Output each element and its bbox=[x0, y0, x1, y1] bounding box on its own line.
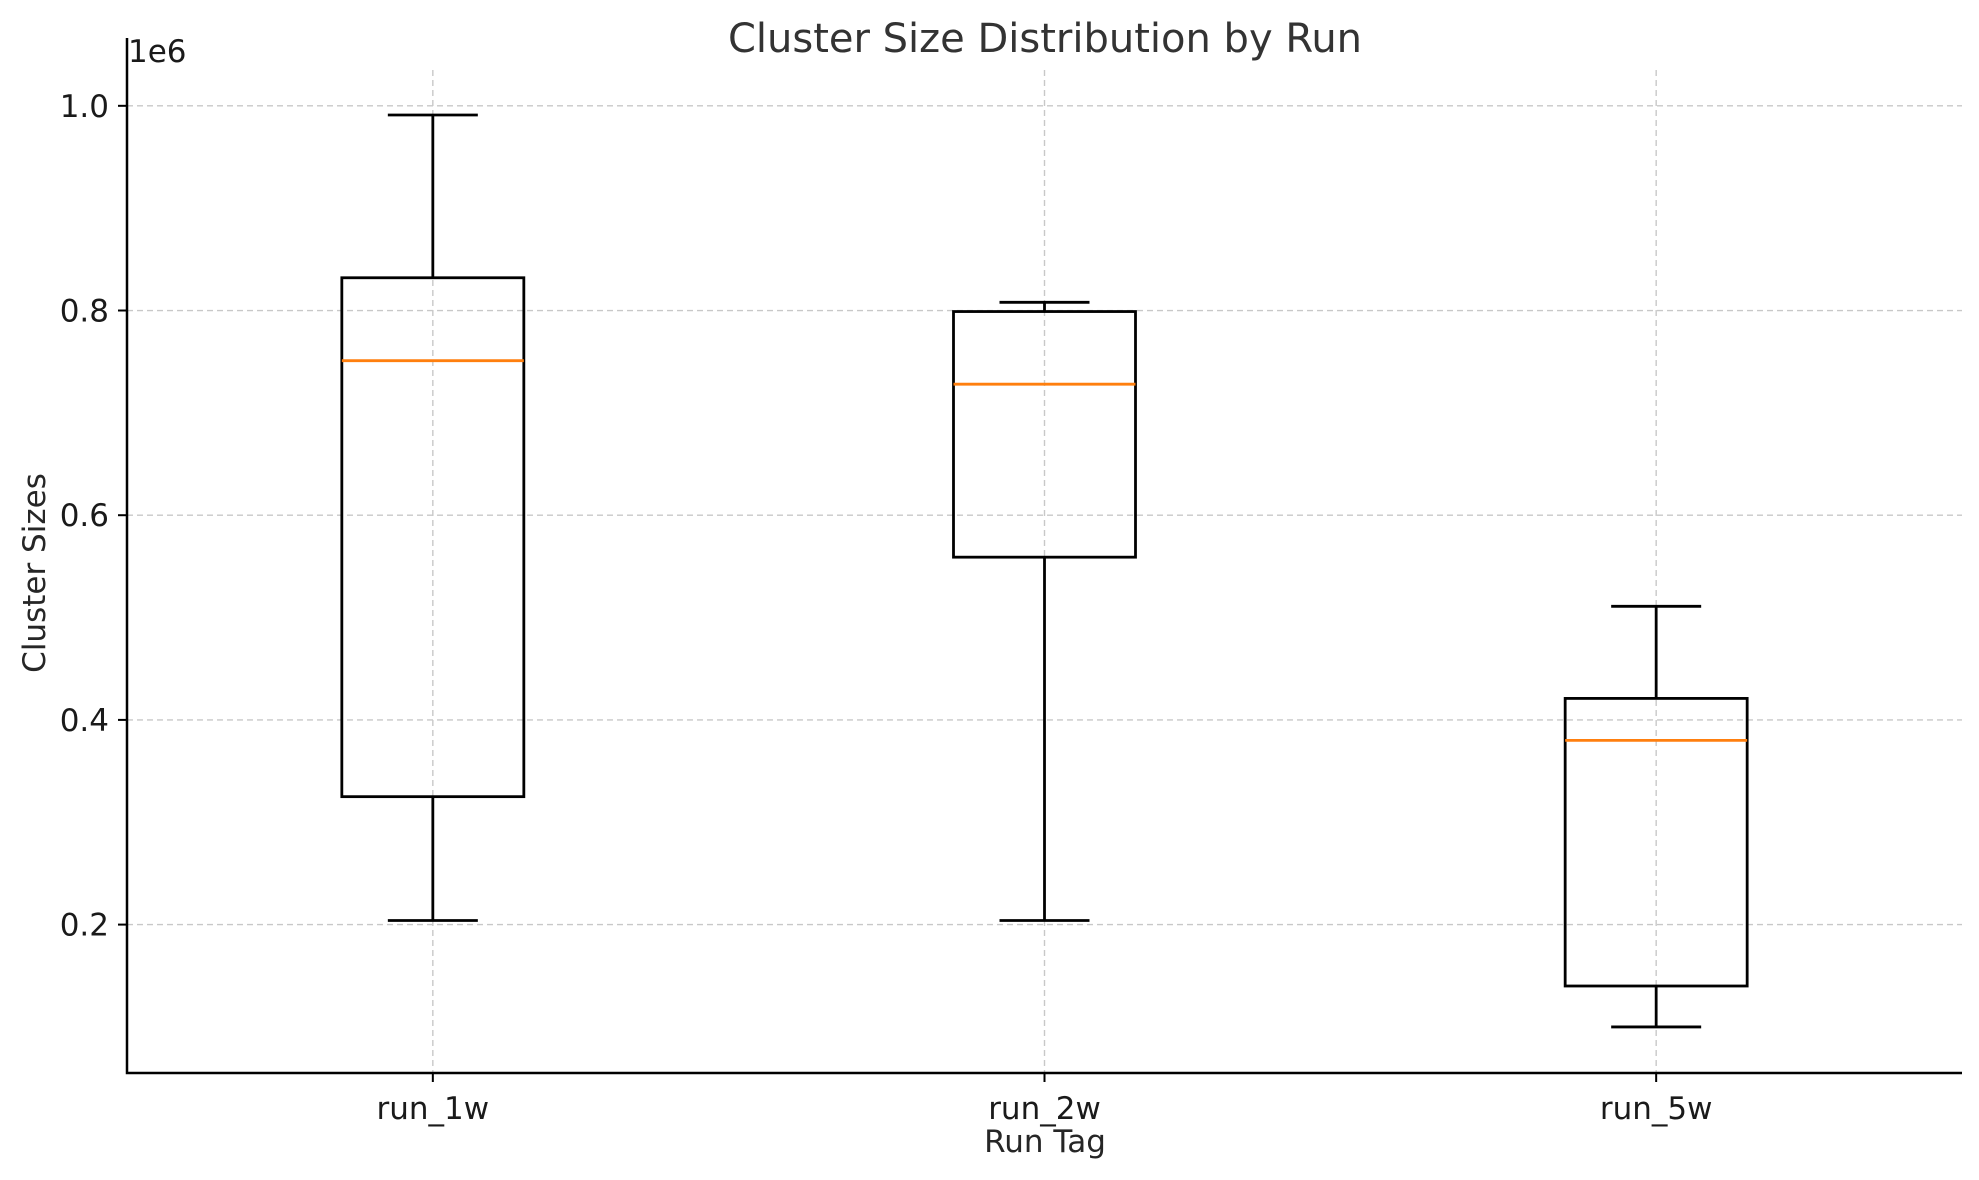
y-tick-label: 0.4 bbox=[60, 703, 109, 739]
y-tick-label: 0.8 bbox=[60, 294, 109, 330]
box-run_1w bbox=[340, 113, 526, 922]
y-tick-label: 0.2 bbox=[60, 908, 109, 944]
chart-title: Cluster Size Distribution by Run bbox=[728, 16, 1362, 62]
box-series bbox=[340, 113, 1749, 1029]
tick-labels: 0.2 0.4 0.6 0.8 1.0 run_1w run_2w run_5w bbox=[60, 89, 1713, 1127]
y-tick-label: 0.6 bbox=[60, 498, 109, 534]
y-tick-label: 1.0 bbox=[60, 89, 109, 125]
box-run_2w bbox=[952, 300, 1137, 922]
x-tick-label: run_5w bbox=[1600, 1091, 1713, 1127]
box-run_5w bbox=[1563, 604, 1749, 1029]
iqr-box bbox=[1563, 697, 1749, 988]
x-tick-label: run_2w bbox=[988, 1091, 1101, 1127]
iqr-box bbox=[340, 276, 526, 799]
iqr-box bbox=[952, 310, 1137, 559]
x-axis-label: Run Tag bbox=[984, 1124, 1106, 1160]
axes bbox=[118, 38, 1962, 1082]
x-tick-label: run_1w bbox=[377, 1091, 490, 1127]
y-axis-label: Cluster Sizes bbox=[17, 473, 53, 673]
axis-spines bbox=[125, 38, 1962, 1075]
y-axis-offset-label: 1e6 bbox=[128, 34, 187, 70]
